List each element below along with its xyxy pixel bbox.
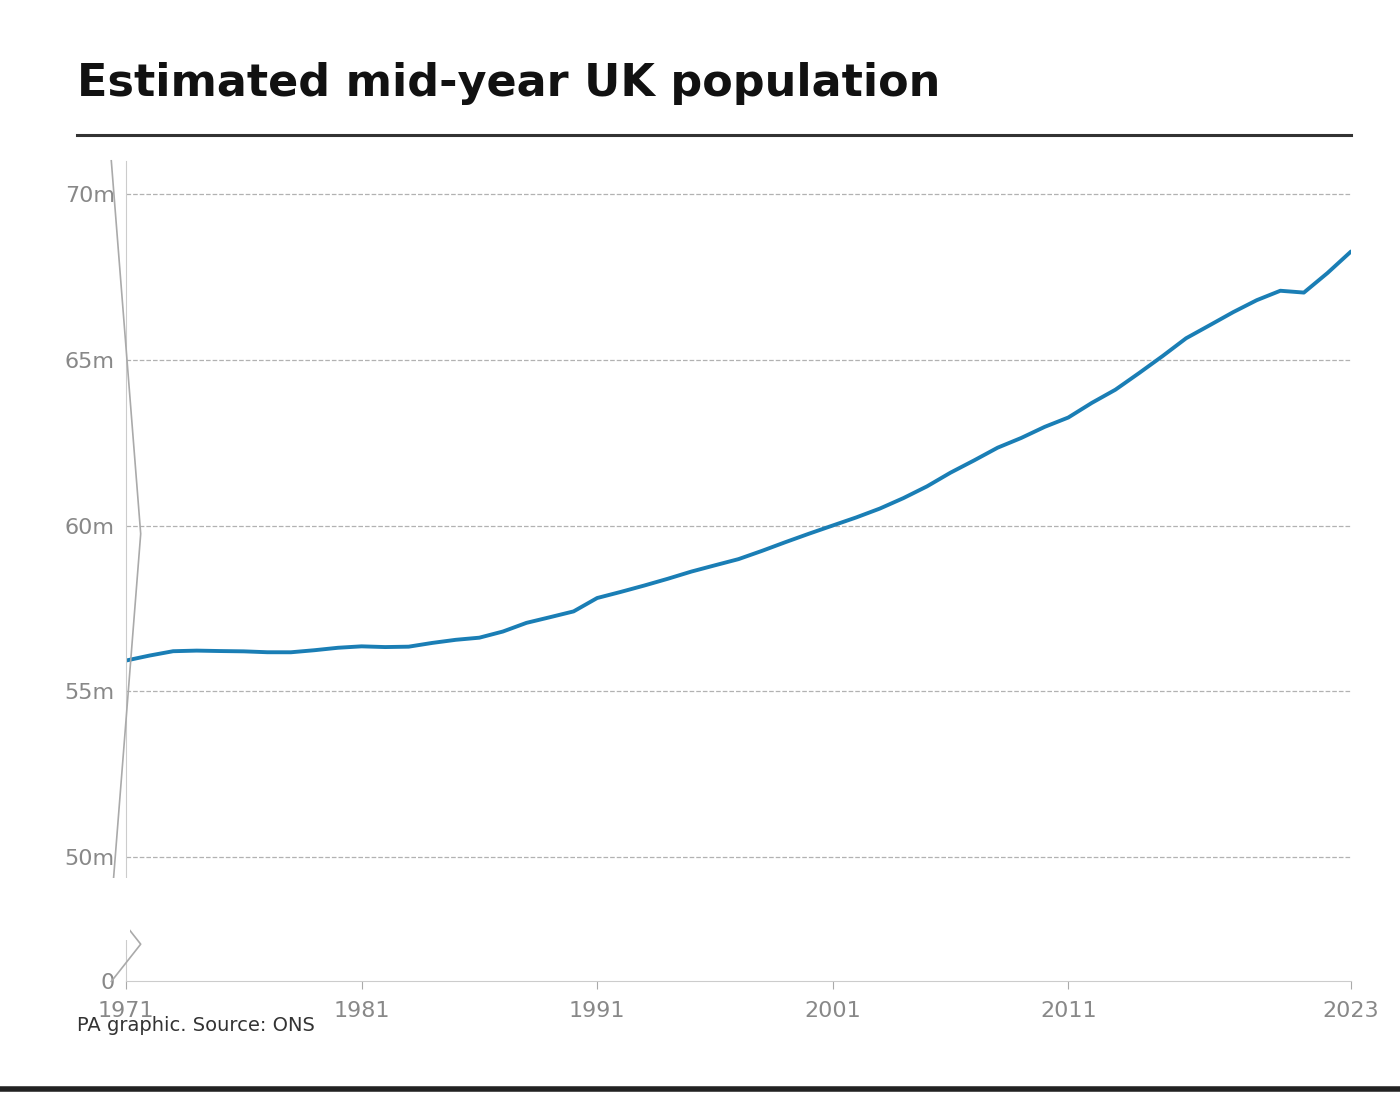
Text: PA graphic. Source: ONS: PA graphic. Source: ONS (77, 1016, 315, 1036)
Text: Estimated mid-year UK population: Estimated mid-year UK population (77, 62, 941, 104)
